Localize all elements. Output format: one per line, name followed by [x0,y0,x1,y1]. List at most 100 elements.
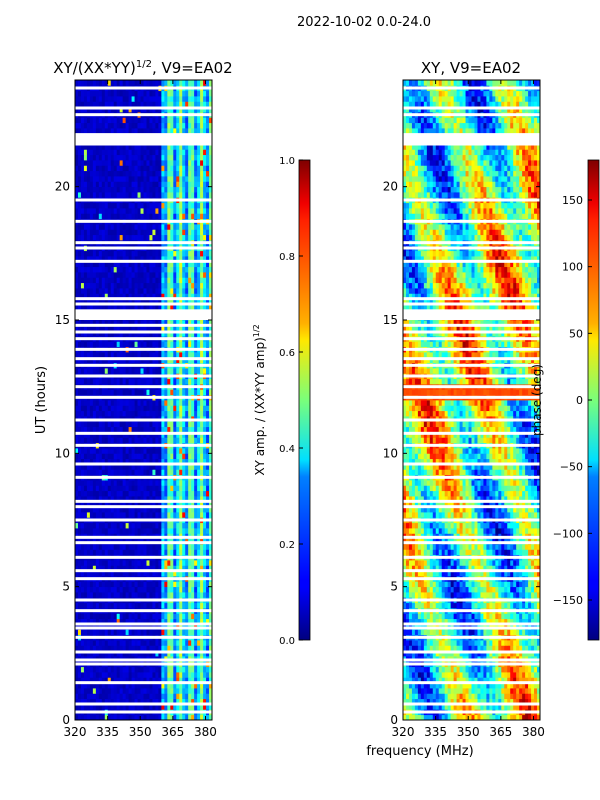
heatmap-cell [155,368,159,374]
heatmap-cell [113,432,118,438]
heatmap-cell [182,501,186,508]
heatmap-cell [167,208,171,214]
heatmap-cell [119,544,124,550]
heatmap-cell [77,448,82,454]
heatmap-cell [179,293,183,300]
heatmap-cell [89,234,94,241]
heatmap-cell [146,453,150,460]
heatmap-cell [104,672,109,678]
heatmap-cell [203,677,207,684]
heatmap-cell [119,181,124,188]
heatmap-cell [119,304,124,310]
heatmap-cell [83,458,88,465]
heatmap-cell [173,714,177,720]
heatmap-cell [128,368,132,374]
heatmap-cell [77,186,82,193]
heatmap-cell [119,501,124,508]
heatmap-cell [149,170,153,177]
heatmap-cell [158,645,162,652]
heatmap-cell [125,389,130,396]
heatmap-cell [161,176,165,182]
heatmap-cell [152,320,156,326]
heatmap-cell [83,181,88,188]
heatmap-cell [155,261,159,268]
heatmap-cell [188,389,192,396]
heatmap-cell [173,432,177,438]
heatmap-cell [89,512,94,518]
heatmap-cell [113,213,118,220]
heatmap-cell [86,613,91,620]
heatmap-cell [200,282,204,289]
heatmap-cell [110,650,115,657]
heatmap-cell [158,229,162,236]
heatmap-cell [89,501,94,508]
heatmap-cell [131,570,135,577]
heatmap-cell [75,266,79,273]
heatmap-cell [113,368,118,374]
heatmap-cell [185,549,189,556]
heatmap-cell [197,528,201,534]
heatmap-cell [134,682,138,689]
heatmap-cell [176,426,180,433]
heatmap-cell [107,224,112,230]
heatmap-cell [92,496,97,502]
heatmap-cell [206,666,210,673]
heatmap-cell [131,506,135,513]
heatmap-cell [77,304,82,310]
heatmap-cell [128,640,132,646]
heatmap-cell [158,581,162,588]
heatmap-cell [149,618,153,625]
heatmap-cell [89,426,94,433]
heatmap-cell [185,650,189,657]
heatmap-cell [143,282,147,289]
heatmap-cell [110,666,115,673]
heatmap-cell [101,496,106,502]
heatmap-cell [80,357,85,364]
heatmap-cell [137,480,141,486]
heatmap-cell [191,170,195,177]
heatmap-cell [179,693,183,700]
heatmap-cell [209,149,212,156]
heatmap-cell [176,304,180,310]
heatmap-cell [92,704,97,710]
heatmap-cell [152,688,156,694]
heatmap-cell [137,176,141,182]
heatmap-cell [146,192,150,198]
heatmap-cell [176,586,180,593]
heatmap-cell [83,165,88,172]
heatmap-cell [104,528,109,534]
heatmap-cell [146,202,150,209]
heatmap-cell [131,458,135,465]
heatmap-cell [170,181,174,188]
heatmap-cell [110,677,115,684]
heatmap-cell [110,368,115,374]
heatmap-cell [173,629,177,636]
heatmap-cell [149,688,153,694]
heatmap-cell [173,672,177,678]
heatmap-cell [77,629,82,636]
heatmap-cell [200,714,204,720]
heatmap-cell [128,469,132,476]
heatmap-cell [116,544,121,550]
heatmap-cell [119,277,124,284]
heatmap-cell [173,640,177,646]
heatmap-cell [83,496,88,502]
heatmap-cell [125,405,130,412]
heatmap-cell [206,320,210,326]
heatmap-cell [161,160,165,166]
heatmap-cell [110,261,115,268]
heatmap-cell [152,186,156,193]
heatmap-cell [140,368,144,374]
heatmap-cell [92,181,97,188]
heatmap-cell [194,400,198,406]
heatmap-cell [155,629,159,636]
heatmap-cell [143,522,147,529]
heatmap-cell [200,570,204,577]
heatmap-cell [89,266,94,273]
heatmap-cell [188,522,192,529]
heatmap-cell [203,682,207,689]
heatmap-cell [179,618,183,625]
heatmap-cell [95,229,100,236]
heatmap-cell [101,277,106,284]
heatmap-cell [89,282,94,289]
